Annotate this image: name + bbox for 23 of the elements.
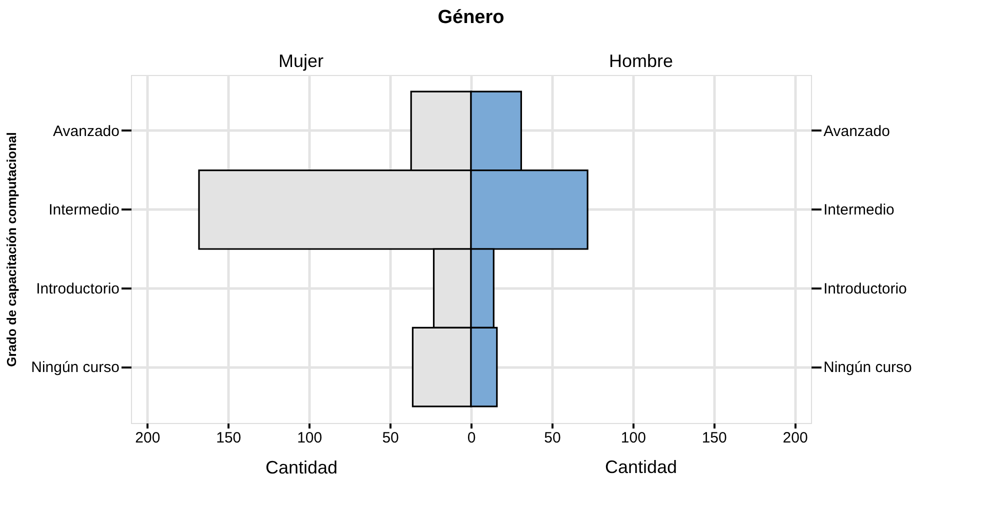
x-tick-label: 200 <box>782 430 808 446</box>
x-tick-label: 50 <box>544 430 561 446</box>
x-tick-label: 0 <box>467 430 476 446</box>
x-tick-label: 150 <box>702 430 727 446</box>
text: Hombre <box>608 51 674 71</box>
x-tick-label: 100 <box>620 430 646 446</box>
category-label: Ningún curso <box>824 359 912 376</box>
y-tick-label: Avanzado <box>53 122 120 140</box>
category-label: Intermedio <box>824 202 894 219</box>
x-tick-label: 100 <box>297 430 322 446</box>
chart-title: Género <box>438 7 504 28</box>
y-tick-label: Intermedio <box>48 202 120 219</box>
x-tick-label: 200 <box>135 430 160 446</box>
y-axis-title: Grado de capacitación computacional <box>4 132 20 367</box>
category-label: Avanzado <box>824 122 890 140</box>
x-tick-label: 50 <box>382 430 399 446</box>
x-axis-title: Cantidad <box>604 457 678 477</box>
category-label: Introductorio <box>824 280 907 298</box>
x-tick-label: 150 <box>216 430 242 446</box>
y-tick-label: Ningún curso <box>31 359 120 376</box>
y-tick-label: Introductorio <box>36 280 120 298</box>
text: Cantidad <box>265 458 338 478</box>
text: Mujer <box>278 51 324 71</box>
